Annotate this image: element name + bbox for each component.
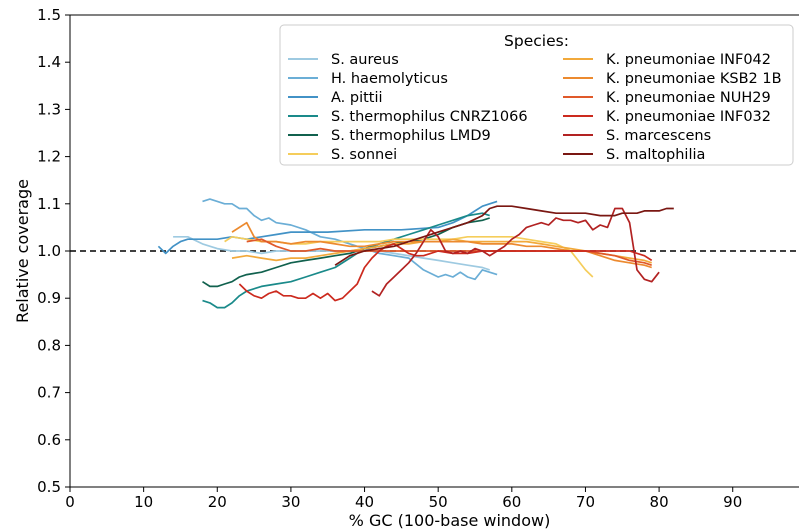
y-tick-label: 1.5 [37,6,61,24]
series-line-2 [202,198,498,281]
y-tick-label: 1.3 [37,100,61,118]
y-tick-label: 1.4 [37,53,61,71]
x-tick-label: 40 [355,493,374,511]
series-line-12 [334,205,674,266]
y-tick-label: 0.7 [37,384,61,402]
legend-label-8: K. pneumoniae KSB2 1B [606,71,782,87]
legend-label-1: S. aureus [331,52,399,68]
y-tick-label: 0.5 [37,478,61,496]
legend-box [279,24,794,166]
legend-label-4: S. thermophilus CNRZ1066 [331,109,528,125]
series-line-4 [202,212,490,309]
y-tick-label: 0.6 [37,431,61,449]
x-tick-label: 80 [650,493,669,511]
x-tick-label: 90 [723,493,742,511]
legend-label-6: S. sonnei [331,147,397,163]
legend-label-9: K. pneumoniae NUH29 [606,90,771,106]
legend-label-12: S. maltophilia [606,147,705,163]
series-line-11 [371,207,660,297]
y-tick-label: 0.8 [37,336,61,354]
legend-label-11: S. marcescens [606,128,711,144]
series-line-3 [157,200,498,255]
legend-label-2: H. haemolyticus [331,71,448,87]
y-tick-label: 1.2 [37,148,61,166]
series-lines [157,198,674,309]
legend-label-10: K. pneumoniae INF032 [606,109,771,125]
legend-label-3: A. pittii [331,90,383,106]
legend-label-5: S. thermophilus LMD9 [331,128,491,144]
legend: Species: S. aureus H. haemolyticus A. pitt… [279,24,794,166]
x-tick-label: 70 [576,493,595,511]
y-tick-label: 1.0 [37,242,61,260]
x-axis-label: % GC (100-base window) [349,511,551,529]
x-tick-label: 50 [429,493,448,511]
series-line-5 [202,217,490,288]
x-tick-label: 0 [65,493,75,511]
x-tick-label: 20 [208,493,227,511]
legend-title: Species: [504,32,569,50]
y-tick-label: 0.9 [37,289,61,307]
legend-label-7: K. pneumoniae INF042 [606,52,771,68]
y-tick-label: 1.1 [37,195,61,213]
x-tick-label: 10 [134,493,153,511]
axes: 0 10 20 30 40 50 60 70 80 90 0.5 0.6 0.7 0.8 0.9 1.0 1.1… [37,6,799,511]
x-tick-label: 60 [502,493,521,511]
series-line-10 [238,243,653,302]
y-axis-label: Relative coverage [13,179,32,323]
x-tick-label: 30 [281,493,300,511]
